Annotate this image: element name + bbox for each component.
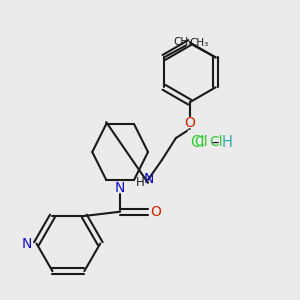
Text: O: O xyxy=(151,205,161,219)
Text: CH₃: CH₃ xyxy=(173,37,193,46)
Text: N: N xyxy=(144,172,154,186)
Text: N: N xyxy=(21,237,32,250)
Text: Cl: Cl xyxy=(210,135,223,149)
Text: H: H xyxy=(136,176,144,189)
Text: CH₃: CH₃ xyxy=(189,38,208,47)
Text: N: N xyxy=(115,181,125,195)
Bar xyxy=(188,130,268,152)
Text: Cl: Cl xyxy=(190,134,204,149)
Text: –: – xyxy=(207,134,224,149)
Text: O: O xyxy=(184,116,195,130)
Text: H: H xyxy=(222,134,232,149)
Text: Cl: Cl xyxy=(194,135,207,149)
